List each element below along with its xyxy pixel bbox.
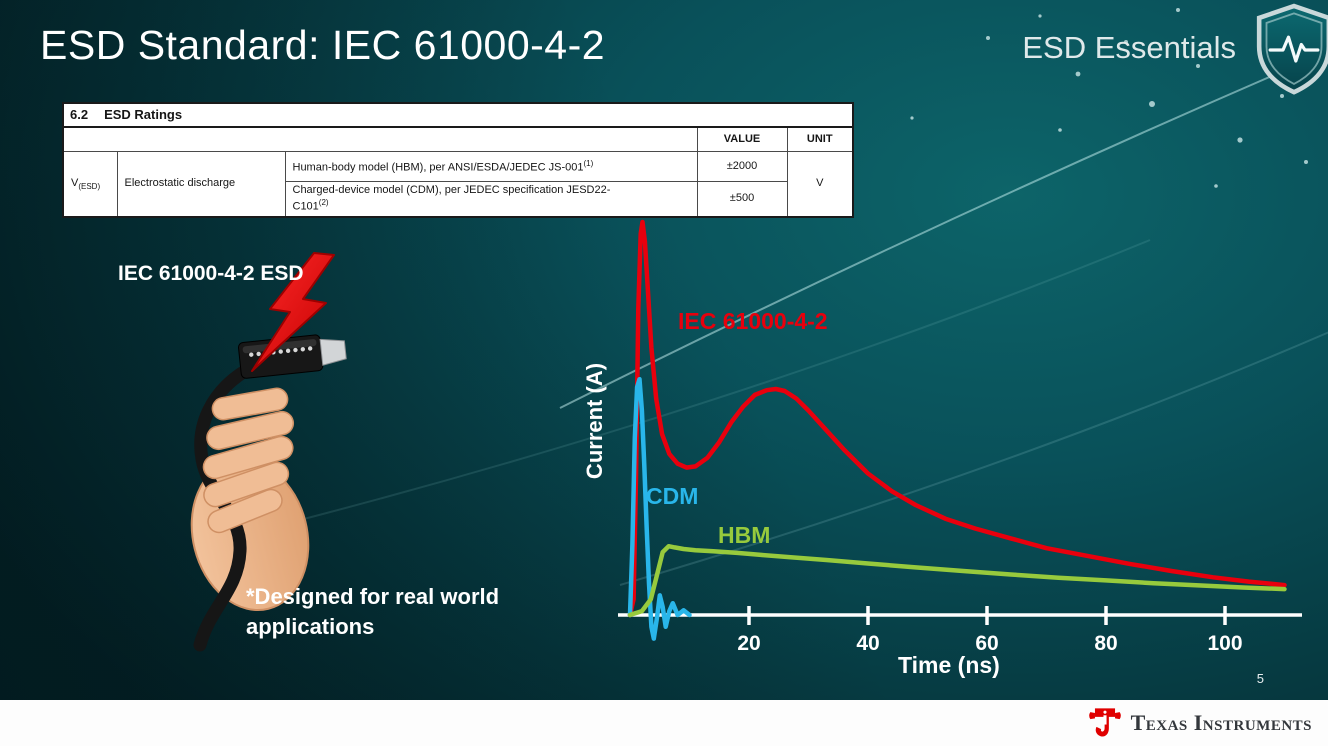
footnote-text: *Designed for real world applications bbox=[246, 584, 500, 639]
chart-canvas: 20 40 60 80 100 bbox=[618, 219, 1302, 655]
series-label-iec: IEC 61000-4-2 bbox=[678, 308, 828, 334]
x-tick-label: 40 bbox=[856, 632, 879, 655]
cdm-footnote-ref: (2) bbox=[318, 198, 329, 207]
cdm-value-cell: ±500 bbox=[696, 181, 788, 218]
cdm-description-line2: C101 bbox=[292, 200, 319, 213]
table-row-hbm: V(ESD) Electrostatic discharge Human-bod… bbox=[62, 151, 854, 218]
heartbeat-pulse-icon bbox=[1268, 35, 1320, 63]
series-label-hbm: HBM bbox=[718, 522, 771, 548]
table-caption-cell: 6.2 ESD Ratings bbox=[62, 102, 854, 129]
esd-waveform-chart: Current (A) 20 40 60 80 100 Time (ns) IEC 61… bbox=[560, 200, 1328, 700]
sparkle-dots bbox=[910, 8, 1308, 188]
table-caption-row: 6.2 ESD Ratings bbox=[62, 102, 854, 129]
series-brand-title: ESD Essentials bbox=[1022, 30, 1236, 65]
parameter-cell: Electrostatic discharge bbox=[116, 151, 286, 218]
x-tick-label: 100 bbox=[1207, 632, 1242, 655]
esd-ratings-table: 6.2 ESD Ratings VALUE UNIT V(ESD) Electro… bbox=[62, 102, 854, 219]
unit-cell: V bbox=[786, 151, 854, 218]
empty-header-cell bbox=[62, 126, 698, 153]
x-tick-label: 60 bbox=[975, 632, 998, 655]
cdm-description-line1: Charged-device model (CDM), per JEDEC sp… bbox=[292, 184, 611, 197]
section-number: 6.2 bbox=[70, 107, 89, 122]
hbm-value-cell: ±2000 bbox=[696, 151, 788, 183]
ti-wordmark: Texas Instruments bbox=[1130, 710, 1312, 735]
esd-shield-icon bbox=[1256, 3, 1328, 95]
symbol-cell: V(ESD) bbox=[62, 151, 118, 218]
hdmi-connector bbox=[237, 334, 347, 379]
footer-bar: Texas Instruments bbox=[0, 700, 1328, 746]
hand-fingers bbox=[202, 387, 295, 534]
hbm-description: Human-body model (HBM), per ANSI/ESDA/JE… bbox=[292, 161, 584, 174]
section-title: ESD Ratings bbox=[104, 107, 183, 122]
value-header-cell: VALUE bbox=[696, 126, 788, 153]
symbol-subscript: (ESD) bbox=[78, 181, 101, 191]
series-label-cdm: CDM bbox=[646, 483, 699, 509]
description-cell: Charged-device model (CDM), per JEDEC sp… bbox=[284, 181, 698, 218]
light-streak bbox=[559, 50, 1328, 409]
hand-hdmi-illustration bbox=[190, 252, 347, 652]
description-cell: Human-body model (HBM), per ANSI/ESDA/JE… bbox=[284, 151, 698, 183]
table-header-row: VALUE UNIT bbox=[62, 126, 854, 153]
series-curve-HBM bbox=[627, 543, 1287, 618]
hbm-footnote-ref: (1) bbox=[583, 158, 594, 168]
x-tick-label: 20 bbox=[737, 632, 760, 655]
ti-logo-icon bbox=[1088, 708, 1121, 737]
table-row-cdm: Charged-device model (CDM), per JEDEC sp… bbox=[63, 181, 853, 218]
unit-header-cell: UNIT bbox=[786, 126, 854, 153]
ti-logo: Texas Instruments bbox=[1088, 706, 1312, 740]
series-curve-CDM bbox=[627, 376, 692, 641]
lightning-bolt-icon bbox=[251, 252, 335, 372]
illustration-label: IEC 61000-4-2 ESD bbox=[118, 262, 304, 285]
page-number: 5 bbox=[1256, 671, 1264, 686]
light-streak bbox=[299, 239, 1151, 521]
x-tick-label: 80 bbox=[1094, 632, 1117, 655]
series-curve-IEC 61000-4-2 bbox=[627, 219, 1287, 618]
symbol-base: V bbox=[71, 176, 79, 189]
x-axis-label: Time (ns) bbox=[898, 652, 1000, 678]
slide-title: ESD Standard: IEC 61000-4-2 bbox=[40, 22, 606, 68]
